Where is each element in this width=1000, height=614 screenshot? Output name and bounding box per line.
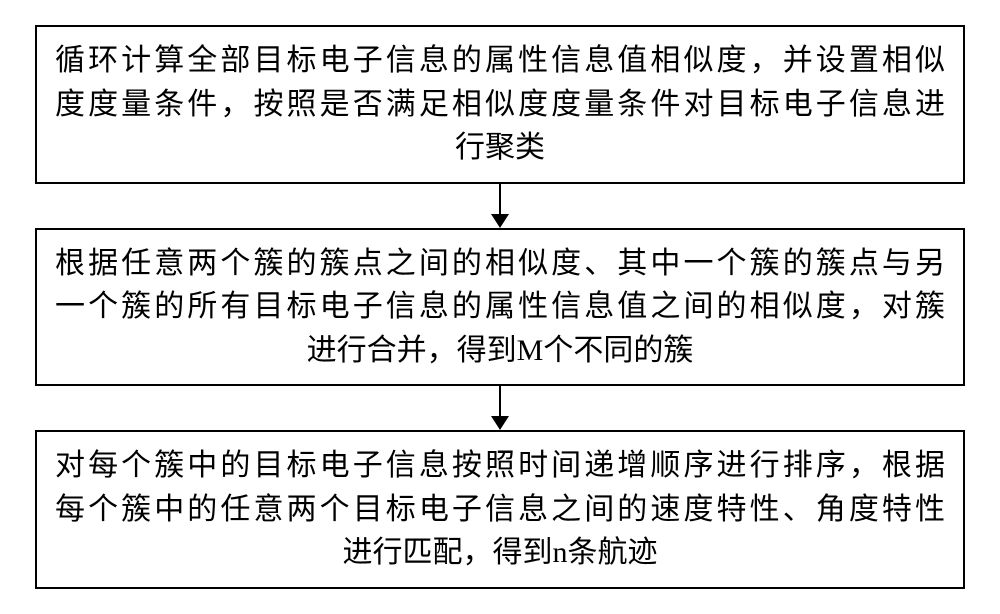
flow-step-2-line-1: 根据任意两个簇的簇点之间的相似度、其中一个簇的簇点与另	[55, 242, 945, 286]
flow-step-1-line-3: 行聚类	[55, 126, 945, 170]
flowchart: 循环计算全部目标电子信息的属性信息值相似度，并设置相似 度度量条件，按照是否满足…	[35, 25, 965, 589]
arrow-head-icon	[491, 214, 509, 228]
flow-step-3-line-1: 对每个簇中的目标电子信息按照时间递增顺序进行排序，根据	[55, 444, 945, 488]
flow-step-1-line-2: 度度量条件，按照是否满足相似度度量条件对目标电子信息进	[55, 83, 945, 127]
arrow-line-icon	[499, 386, 501, 416]
arrow-line-icon	[499, 184, 501, 214]
arrow-head-icon	[491, 416, 509, 430]
flow-step-3-line-3: 进行匹配，得到n条航迹	[55, 531, 945, 575]
flow-step-3: 对每个簇中的目标电子信息按照时间递增顺序进行排序，根据 每个簇中的任意两个目标电…	[35, 430, 965, 589]
flow-step-3-line-2: 每个簇中的任意两个目标电子信息之间的速度特性、角度特性	[55, 488, 945, 532]
flow-step-2: 根据任意两个簇的簇点之间的相似度、其中一个簇的簇点与另 一个簇的所有目标电子信息…	[35, 228, 965, 387]
flow-arrow-2	[491, 386, 509, 430]
flow-step-2-line-2: 一个簇的所有目标电子信息的属性信息值之间的相似度，对簇	[55, 285, 945, 329]
flow-step-2-line-3: 进行合并，得到M个不同的簇	[55, 329, 945, 373]
flow-arrow-1	[491, 184, 509, 228]
flow-step-1-line-1: 循环计算全部目标电子信息的属性信息值相似度，并设置相似	[55, 39, 945, 83]
flow-step-1: 循环计算全部目标电子信息的属性信息值相似度，并设置相似 度度量条件，按照是否满足…	[35, 25, 965, 184]
